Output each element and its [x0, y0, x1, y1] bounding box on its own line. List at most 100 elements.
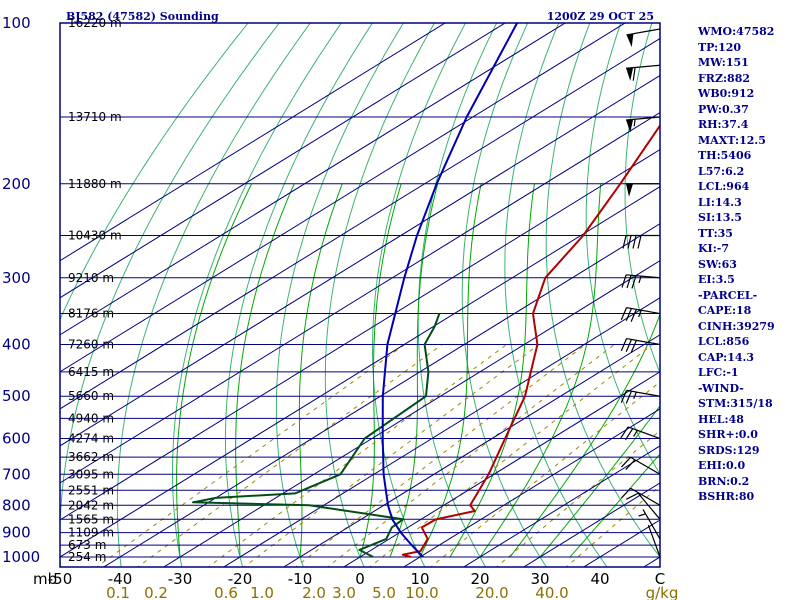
wind-barb — [620, 307, 661, 322]
pressure-tick-label: 800 — [2, 496, 31, 514]
isotherm — [60, 23, 447, 262]
mixing-ratio-line — [430, 381, 660, 567]
dry-adiabat — [225, 23, 373, 567]
dry-adiabat — [585, 23, 660, 475]
height-label: 673 m — [68, 538, 106, 552]
temperature-tick-label: 0 — [355, 570, 365, 588]
pressure-tick-label: 500 — [2, 387, 31, 405]
mixing-ratio-label: g/kg — [646, 584, 679, 600]
pressure-tick-label: 900 — [2, 524, 31, 542]
wind-barb — [621, 487, 661, 506]
height-label: 7260 m — [68, 338, 114, 352]
mixing-ratio-label: 0.2 — [144, 584, 168, 600]
pressure-tick-label: 700 — [2, 465, 31, 483]
height-label: 4274 m — [68, 432, 114, 446]
wind-barb — [620, 389, 661, 404]
height-label: 254 m — [68, 550, 106, 564]
temperature-tick-label: -50 — [48, 570, 73, 588]
dry-adiabat — [461, 23, 547, 567]
pressure-tick-label: 200 — [2, 175, 31, 193]
wind-barb — [626, 28, 661, 48]
isotherm — [402, 408, 660, 567]
index-item: TT:35 — [698, 226, 733, 240]
height-label: 1109 m — [68, 526, 114, 540]
temperature-tick-label: -30 — [168, 570, 193, 588]
mixing-ratio-label: 2.0 — [302, 584, 326, 600]
mixing-ratio-label: 10.0 — [405, 584, 438, 600]
isotherm — [60, 23, 627, 373]
height-label: 10430 m — [68, 228, 122, 242]
parcel-profile — [381, 23, 518, 558]
sounding-time: 1200Z 29 OCT 25 — [547, 10, 654, 23]
mixing-ratio-label: 40.0 — [535, 584, 568, 600]
wind-barbs — [620, 28, 661, 558]
index-item: LI:14.3 — [698, 195, 742, 209]
dry-adiabat — [172, 23, 342, 567]
isotherm — [222, 297, 660, 567]
index-item: -PARCEL- — [698, 288, 758, 302]
index-item: FRZ:882 — [698, 71, 751, 85]
pressure-tick-label: 600 — [2, 430, 31, 448]
dry-adiabat — [60, 23, 280, 567]
index-item: LCL:856 — [698, 335, 750, 348]
wind-barb — [626, 116, 661, 133]
mixing-ratio-label: 5.0 — [372, 584, 396, 600]
plot-grid — [60, 23, 660, 567]
height-label: 16220 m — [68, 16, 122, 30]
wind-barb — [626, 183, 660, 197]
temperature-tick-label: C — [655, 570, 665, 588]
index-item: BSHR:80 — [698, 490, 755, 503]
y-axis-unit: mb — [33, 570, 57, 588]
mixing-ratio-line — [207, 344, 507, 567]
isotherm — [282, 334, 660, 567]
mixing-ratio-label: 20.0 — [475, 584, 508, 600]
index-item: SRDS:129 — [698, 443, 760, 457]
wind-barb — [626, 64, 661, 81]
index-item: KI:-7 — [698, 242, 729, 255]
height-label: 5660 m — [68, 389, 114, 403]
stability-indices-panel: WMO:47582 TP:120 MW:151 FRZ:882 WB0:912 PW:0.… — [698, 24, 798, 505]
temperature-tick-label: -10 — [288, 570, 313, 588]
mixing-ratio-line — [136, 344, 443, 567]
index-item: BRN:0.2 — [698, 474, 750, 488]
isotherm — [60, 111, 660, 484]
dry-adiabats — [60, 23, 660, 567]
isotherm — [60, 74, 660, 447]
index-item: WB0:912 — [698, 87, 755, 100]
isotherm — [60, 23, 507, 299]
height-label: 3095 m — [68, 467, 114, 481]
pressure-tick-label: 300 — [2, 269, 31, 287]
index-item: L57:6.2 — [698, 164, 745, 178]
index-item: TH:5406 — [698, 149, 752, 162]
isotherm — [162, 260, 660, 567]
isobars — [60, 23, 660, 558]
index-item: PW:0.37 — [698, 102, 749, 116]
mixing-ratio-line — [326, 344, 615, 567]
temperature-profile — [401, 123, 660, 558]
isotherm — [60, 37, 660, 410]
dry-adiabat — [417, 23, 498, 567]
isotherm — [60, 23, 567, 336]
height-label: 3662 m — [68, 450, 114, 464]
dry-adiabat — [545, 23, 660, 558]
index-item: MAXT:12.5 — [698, 133, 766, 147]
pressure-tick-label: 400 — [2, 336, 31, 354]
index-item: STM:315/18 — [698, 397, 773, 410]
isotherm — [462, 445, 660, 567]
wind-barb — [621, 456, 661, 475]
isotherm — [102, 223, 660, 567]
index-item: SI:13.5 — [698, 211, 742, 224]
dry-adiabat — [324, 23, 436, 567]
index-item: TP:120 — [698, 40, 742, 54]
index-item: HEL:48 — [698, 412, 744, 426]
mixing-ratio-line — [294, 344, 586, 567]
height-label: 2551 m — [68, 483, 114, 497]
isotherm — [60, 186, 660, 558]
dry-adiabat — [372, 23, 467, 567]
dry-adiabat — [275, 23, 404, 567]
temperature-tick-label: -20 — [228, 570, 253, 588]
plot-frame — [59, 22, 661, 568]
index-item: SHR+:0.0 — [698, 428, 758, 441]
sounding-profiles — [192, 23, 660, 558]
